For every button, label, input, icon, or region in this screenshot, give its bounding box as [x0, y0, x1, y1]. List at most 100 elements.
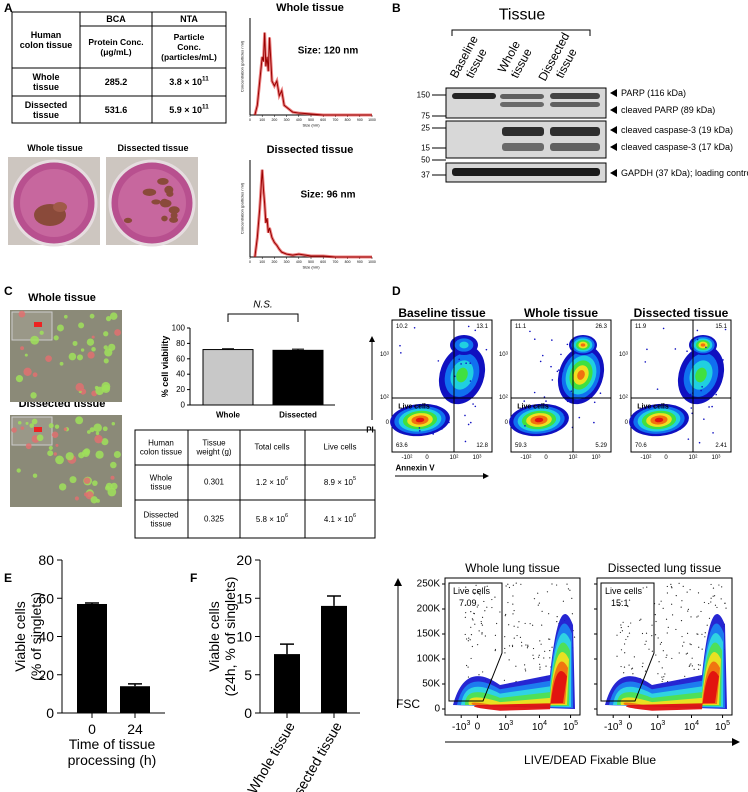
event: [432, 433, 435, 435]
superscript: 3: [661, 720, 665, 727]
y-tick-label: 103: [380, 350, 390, 358]
event: [558, 369, 560, 371]
text-base: -10: [452, 722, 467, 733]
bar: [77, 603, 107, 713]
event: [623, 666, 626, 668]
event: [633, 656, 635, 658]
event: [620, 649, 623, 651]
event: [533, 657, 535, 660]
bar: [202, 349, 254, 406]
event: [718, 584, 720, 586]
event: [698, 668, 700, 671]
x-tick-label: 103: [591, 453, 601, 461]
event: [593, 421, 595, 424]
size-label: Size: 120 nm: [298, 46, 359, 57]
event: [599, 392, 602, 395]
event: [685, 653, 687, 655]
photo-label: Dissected tissue: [117, 143, 188, 153]
event: [465, 612, 467, 614]
y-tick-label: 10: [236, 629, 252, 645]
event: [631, 668, 633, 670]
table-cell: Whole tissue: [33, 72, 60, 92]
event: [654, 634, 657, 636]
cell: [89, 427, 95, 433]
superscript: 3: [598, 453, 601, 458]
text-line: Human: [31, 30, 62, 40]
event: [551, 583, 553, 585]
event: [566, 343, 569, 346]
event: [657, 637, 659, 639]
event: [666, 632, 668, 634]
event: [715, 393, 717, 396]
event: [696, 616, 698, 618]
event: [662, 327, 665, 330]
panel-label: C: [4, 284, 13, 298]
arrowhead: [483, 473, 489, 479]
event: [620, 626, 622, 629]
text-line: (24h, % of singlets): [222, 577, 238, 697]
cell: [31, 418, 38, 425]
annotation: N.S.: [253, 300, 272, 311]
event: [689, 664, 691, 666]
event: [533, 598, 536, 600]
event: [441, 428, 443, 430]
event: [467, 666, 469, 668]
cell: [101, 381, 111, 391]
event: [699, 664, 701, 666]
superscript: 3: [509, 720, 513, 727]
event: [712, 432, 714, 434]
x-tick-label: 103: [472, 453, 482, 461]
event: [543, 396, 546, 398]
y-tick-label: 100: [172, 324, 186, 333]
event: [556, 584, 558, 586]
event: [680, 620, 683, 622]
gate-label: Live cells: [453, 586, 491, 596]
event: [682, 585, 684, 588]
event: [465, 586, 467, 588]
event: [708, 617, 711, 619]
event: [686, 350, 688, 353]
cell: [78, 322, 85, 329]
y-tick-label: 20: [176, 385, 185, 394]
gate-label: Live cells: [605, 586, 643, 596]
event: [661, 667, 663, 669]
event: [571, 613, 573, 615]
event: [566, 400, 569, 403]
event: [690, 616, 692, 618]
x-tick-label: 103: [498, 720, 513, 733]
density: [613, 632, 723, 707]
event: [675, 628, 677, 631]
event: [645, 632, 648, 634]
event: [571, 597, 573, 599]
event: [469, 421, 472, 424]
event: [519, 636, 522, 638]
quadrant-value: 5.29: [595, 443, 607, 449]
event: [494, 648, 497, 651]
event: [703, 418, 705, 420]
y-tick-label: 50K: [422, 679, 440, 690]
event: [550, 365, 552, 368]
cell: [90, 496, 98, 504]
cell: [101, 438, 109, 446]
event: [541, 354, 544, 357]
event: [504, 615, 506, 617]
event: [474, 405, 477, 408]
event: [478, 674, 480, 676]
event: [661, 680, 663, 683]
x-tick-label: 800: [345, 118, 351, 122]
inset: [11, 311, 53, 341]
gate-label: Live cells: [637, 404, 669, 411]
event: [625, 592, 627, 594]
event: [624, 652, 626, 654]
event: [464, 414, 466, 417]
event: [418, 429, 421, 432]
event: [523, 400, 526, 402]
event: [622, 621, 624, 623]
y-tick-label: 102: [499, 393, 509, 401]
table-cell: 4.1 × 106: [324, 513, 356, 524]
cell: [30, 392, 37, 399]
event: [533, 338, 536, 340]
y-tick-label: 0: [244, 705, 252, 721]
table-header: Total cells: [254, 443, 289, 452]
event: [516, 634, 518, 637]
